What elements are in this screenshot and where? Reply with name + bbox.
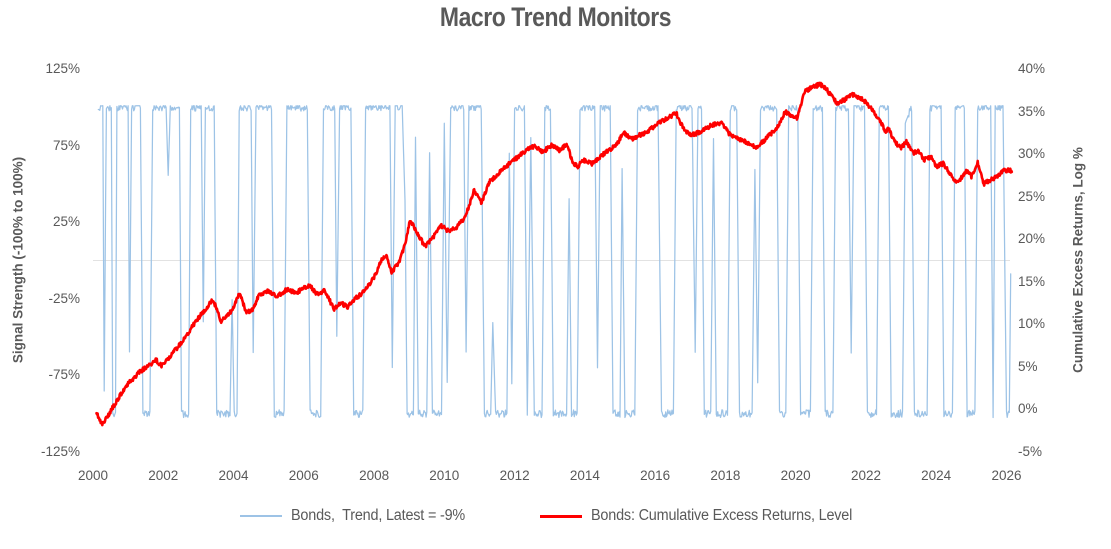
trend-legend-label: Bonds, Trend, Latest = -9% bbox=[290, 507, 465, 524]
x-tick-label: 2002 bbox=[148, 468, 179, 483]
left-tick-label: -25% bbox=[48, 290, 80, 306]
right-tick-label: -5% bbox=[1018, 444, 1043, 459]
x-tick-label: 2004 bbox=[218, 468, 249, 483]
returns-line-swatch bbox=[539, 514, 582, 518]
x-tick-label: 2012 bbox=[499, 468, 530, 483]
legend: Bonds, Trend, Latest = -9% Bonds: Cumula… bbox=[0, 507, 1111, 525]
x-tick-label: 2014 bbox=[569, 468, 600, 483]
legend-item-returns: Bonds: Cumulative Excess Returns, Level bbox=[539, 507, 872, 525]
right-tick-label: 20% bbox=[1018, 231, 1046, 247]
right-tick-label: 35% bbox=[1018, 103, 1046, 119]
x-tick-label: 2026 bbox=[991, 468, 1022, 483]
x-tick-label: 2018 bbox=[710, 468, 741, 483]
x-tick-label: 2008 bbox=[359, 468, 390, 483]
x-tick-label: 2006 bbox=[288, 468, 319, 483]
right-tick-label: 0% bbox=[1018, 401, 1038, 417]
left-tick-label: 75% bbox=[52, 137, 80, 153]
x-tick-label: 2010 bbox=[429, 468, 460, 483]
right-tick-label: 30% bbox=[1018, 146, 1046, 162]
right-tick-label: 15% bbox=[1018, 273, 1046, 289]
right-tick-label: 10% bbox=[1018, 316, 1046, 332]
chart-title: Macro Trend Monitors bbox=[439, 2, 672, 32]
x-tick-label: 2024 bbox=[921, 468, 952, 483]
x-tick-label: 2022 bbox=[850, 468, 882, 483]
left-tick-label: 125% bbox=[45, 61, 80, 76]
left-tick-label: -75% bbox=[48, 367, 80, 383]
left-tick-label: 25% bbox=[52, 214, 80, 230]
right-tick-label: 40% bbox=[1018, 61, 1046, 76]
x-tick-label: 2020 bbox=[780, 468, 811, 483]
trend-line-swatch bbox=[239, 515, 282, 517]
returns-legend-label: Bonds: Cumulative Excess Returns, Level bbox=[590, 507, 852, 524]
cumulative-returns-line bbox=[95, 81, 1014, 427]
legend-item-trend: Bonds, Trend, Latest = -9% bbox=[239, 507, 478, 525]
x-tick-label: 2000 bbox=[77, 468, 109, 483]
left-tick-label: -125% bbox=[40, 444, 80, 459]
right-tick-label: 25% bbox=[1018, 188, 1046, 204]
right-tick-label: 5% bbox=[1018, 358, 1038, 374]
trend-signal-line bbox=[97, 105, 1012, 419]
x-tick-label: 2016 bbox=[640, 468, 671, 483]
